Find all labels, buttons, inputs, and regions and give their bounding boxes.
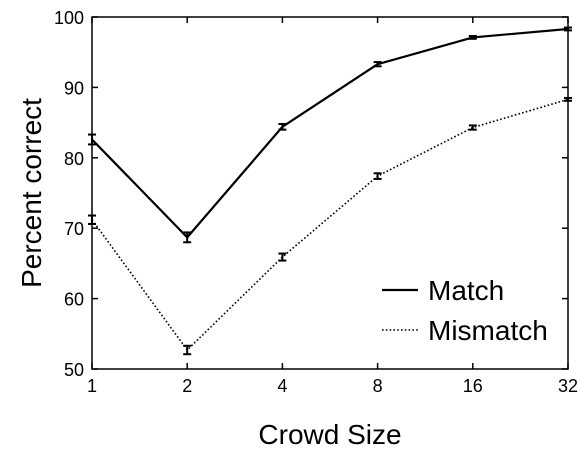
y-tick-label: 50 xyxy=(64,360,84,380)
x-tick-label: 4 xyxy=(277,376,287,396)
x-tick-label: 16 xyxy=(463,376,483,396)
series-line-match xyxy=(91,27,569,239)
legend-label-match: Match xyxy=(428,275,504,306)
y-tick-label: 60 xyxy=(64,290,84,310)
x-tick-label: 2 xyxy=(182,376,192,396)
x-axis-title: Crowd Size xyxy=(258,419,401,450)
labels-layer: Crowd Size Percent correct xyxy=(16,98,402,450)
y-tick-label: 70 xyxy=(64,219,84,239)
legend-label-mismatch: Mismatch xyxy=(428,315,548,346)
axes-layer: 50 60 70 80 90 100 1 2 4 8 16 32 xyxy=(54,8,578,396)
series-line-mismatch xyxy=(91,98,569,351)
x-tick-label: 8 xyxy=(373,376,383,396)
x-tick-label: 32 xyxy=(558,376,578,396)
y-tick-label: 100 xyxy=(54,8,84,28)
series-match xyxy=(88,26,572,244)
legend: Match Mismatch xyxy=(382,275,548,346)
plot-frame xyxy=(91,16,569,370)
series-layer xyxy=(88,26,572,356)
y-tick-label: 80 xyxy=(64,149,84,169)
y-tick-label: 90 xyxy=(64,78,84,98)
x-tick-label: 1 xyxy=(87,376,97,396)
y-axis-title: Percent correct xyxy=(16,98,47,288)
